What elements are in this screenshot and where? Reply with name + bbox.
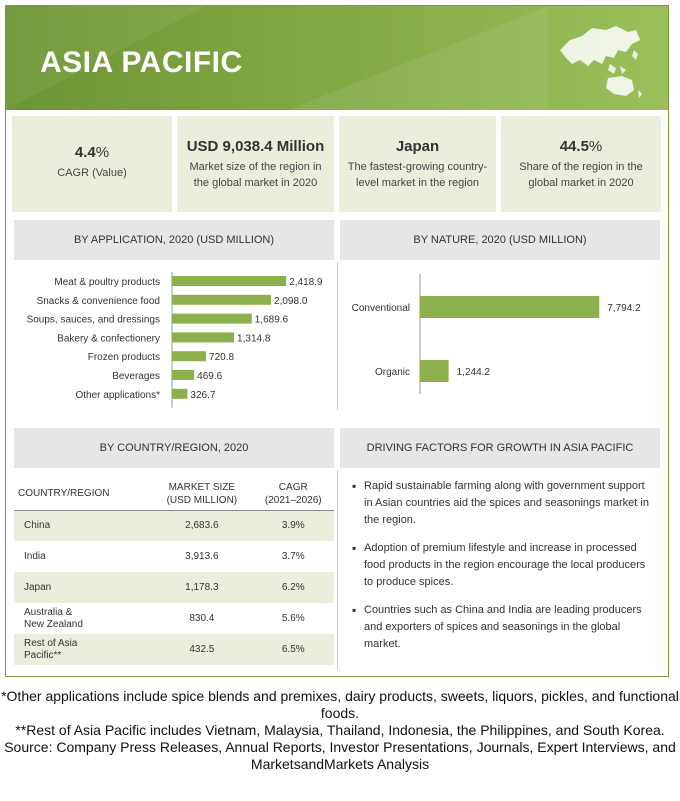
value-label: 720.8 bbox=[209, 352, 234, 363]
bar bbox=[172, 370, 195, 380]
value-label: 2,098.0 bbox=[274, 296, 308, 307]
kpi-share: 44.5% Share of the region in the global … bbox=[501, 116, 661, 212]
category-label: Snacks & convenience food bbox=[37, 296, 160, 307]
kpi-cagr-value: 4.4 bbox=[74, 144, 96, 161]
nature-chart-heading: BY NATURE, 2020 (USD MILLION) bbox=[340, 220, 660, 260]
kpi-cagr-label: CAGR (Value) bbox=[57, 167, 127, 179]
kpi-market-size: USD 9,038.4 Million Market size of the r… bbox=[177, 116, 334, 212]
value-label: 1,689.6 bbox=[255, 315, 289, 326]
bar bbox=[172, 351, 207, 362]
panel-divider bbox=[337, 262, 338, 410]
region-header: ASIA PACIFIC bbox=[6, 6, 668, 110]
value-label: 1,244.2 bbox=[457, 367, 491, 378]
application-bar-chart: Meat & poultry products 2,418.9 Snacks & c… bbox=[27, 272, 323, 408]
driving-factors-list: Rapid sustainable farming along with gov… bbox=[352, 478, 652, 664]
kpi-market-size-label: Market size of the region in the global … bbox=[189, 161, 322, 189]
row-cagr: 3.7% bbox=[281, 550, 305, 562]
bar bbox=[172, 388, 188, 399]
kpi-fastest-growing-label: The fastest-growing country-level market… bbox=[347, 161, 488, 189]
category-label: Bakery & confectionery bbox=[57, 333, 160, 344]
kpi-share-label: Share of the region in the global market… bbox=[519, 161, 643, 189]
footnotes: *Other applications include spice blends… bbox=[0, 688, 680, 773]
value-label: 1,314.8 bbox=[237, 333, 271, 344]
nature-bar-chart: Conventional 7,794.2 Organic 1,244.2 bbox=[352, 274, 641, 394]
source-note: Source: Company Press Releases, Annual R… bbox=[4, 739, 676, 772]
kpi-strip: 4.4% CAGR (Value) USD 9,038.4 Million Ma… bbox=[12, 116, 662, 212]
kpi-fastest-growing: Japan The fastest-growing country-level … bbox=[339, 116, 496, 212]
region-title: ASIA PACIFIC bbox=[40, 46, 243, 79]
row-cagr: 3.9% bbox=[252, 510, 334, 541]
row-market-size: 2,683.6 bbox=[151, 510, 253, 541]
note-other-applications: *Other applications include spice blends… bbox=[1, 688, 679, 721]
bar bbox=[172, 313, 252, 324]
row-country: Rest of Asia Pacific** bbox=[14, 634, 152, 665]
application-chart-heading: BY APPLICATION, 2020 (USD MILLION) bbox=[14, 220, 334, 260]
kpi-cagr-unit: % bbox=[95, 144, 110, 161]
bar bbox=[172, 276, 287, 286]
value-label: 2,418.9 bbox=[289, 277, 323, 288]
table-row: China 2,683.6 3.9% bbox=[14, 510, 334, 541]
bar bbox=[172, 332, 235, 343]
row-cagr: 6.5% bbox=[252, 634, 334, 665]
kpi-share-value: 44.5 bbox=[559, 138, 589, 155]
category-label: Beverages bbox=[112, 371, 160, 382]
col-market-size-header: MARKET SIZE (USD MILLION) bbox=[151, 478, 253, 511]
country-table-heading: BY COUNTRY/REGION, 2020 bbox=[14, 428, 334, 468]
bar bbox=[172, 294, 272, 305]
col-country-header: COUNTRY/REGION bbox=[14, 478, 152, 511]
bar bbox=[420, 296, 600, 318]
value-label: 469.6 bbox=[197, 371, 222, 382]
row-country: China bbox=[14, 510, 152, 541]
bar bbox=[420, 360, 449, 382]
category-label: Soups, sauces, and dressings bbox=[27, 315, 160, 326]
country-table: COUNTRY/REGION MARKET SIZE (USD MILLION) … bbox=[14, 478, 334, 665]
col-cagr-header: CAGR (2021–2026) bbox=[252, 478, 334, 511]
row-market-size: 432.5 bbox=[151, 634, 253, 665]
driving-factors-heading: DRIVING FACTORS FOR GROWTH IN ASIA PACIF… bbox=[340, 428, 660, 468]
table-row: India 3,913.6 3.7% bbox=[14, 541, 334, 572]
infographic-frame bbox=[5, 5, 669, 677]
note-rest-of-asia: **Rest of Asia Pacific includes Vietnam,… bbox=[15, 722, 665, 738]
list-item: Countries such as China and India are le… bbox=[352, 602, 652, 653]
list-item: Adoption of premium lifestyle and increa… bbox=[352, 540, 652, 591]
category-label: Organic bbox=[375, 367, 410, 378]
value-label: 326.7 bbox=[190, 390, 215, 401]
asia-pacific-map-icon bbox=[560, 26, 642, 98]
list-item: Rapid sustainable farming along with gov… bbox=[352, 478, 652, 529]
row-market-size: 3,913.6 bbox=[185, 550, 219, 562]
kpi-fastest-growing-value: Japan bbox=[395, 138, 440, 155]
category-label: Other applications* bbox=[76, 390, 161, 401]
category-label: Frozen products bbox=[88, 352, 160, 363]
kpi-cagr: 4.4% CAGR (Value) bbox=[12, 116, 172, 212]
row-market-size: 830.4 bbox=[189, 612, 215, 624]
table-row: Australia & New Zealand 830.4 5.6% bbox=[14, 603, 334, 634]
kpi-market-size-value: USD 9,038.4 Million bbox=[186, 138, 325, 155]
row-cagr: 5.6% bbox=[281, 612, 305, 624]
row-country: Australia & New Zealand bbox=[24, 606, 83, 630]
panel-divider-lower bbox=[337, 470, 338, 670]
category-label: Meat & poultry products bbox=[54, 277, 160, 288]
kpi-share-unit: % bbox=[588, 138, 603, 155]
table-row: Japan 1,178.3 6.2% bbox=[14, 572, 334, 603]
row-cagr: 6.2% bbox=[252, 572, 334, 603]
category-label: Conventional bbox=[352, 303, 410, 314]
row-country: Japan bbox=[14, 572, 152, 603]
row-country: India bbox=[24, 550, 46, 562]
table-row: Rest of Asia Pacific** 432.5 6.5% bbox=[14, 634, 334, 665]
row-market-size: 1,178.3 bbox=[151, 572, 253, 603]
value-label: 7,794.2 bbox=[607, 303, 641, 314]
